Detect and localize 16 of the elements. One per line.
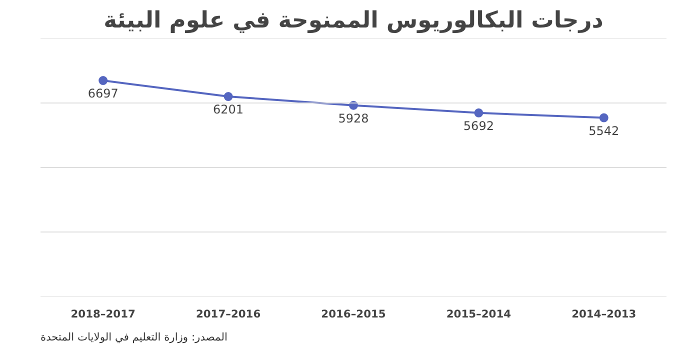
point [98, 76, 108, 86]
x-tick-label: 2014–2013 [572, 308, 636, 320]
text: المصدر: وزارة التعليم في الولايات المتحدة [40, 330, 228, 344]
x-tick-label: 2018–2017 [70, 308, 136, 320]
data-label: 5928 [338, 111, 369, 126]
x-tick-label: 2017–2016 [196, 308, 261, 320]
x-tick-label: 2016–2015 [321, 308, 386, 320]
x-tick-label: 2015–2014 [446, 308, 512, 320]
data-label: 5692 [463, 118, 494, 133]
data-label: 6201 [213, 102, 244, 117]
point [474, 108, 484, 118]
data-label: 6697 [88, 86, 118, 101]
chart-title: درجات البكالوريوس الممنوحة في علوم البيئة [104, 8, 604, 34]
point [599, 113, 608, 122]
point [224, 92, 233, 102]
data-label: 5542 [588, 124, 620, 138]
